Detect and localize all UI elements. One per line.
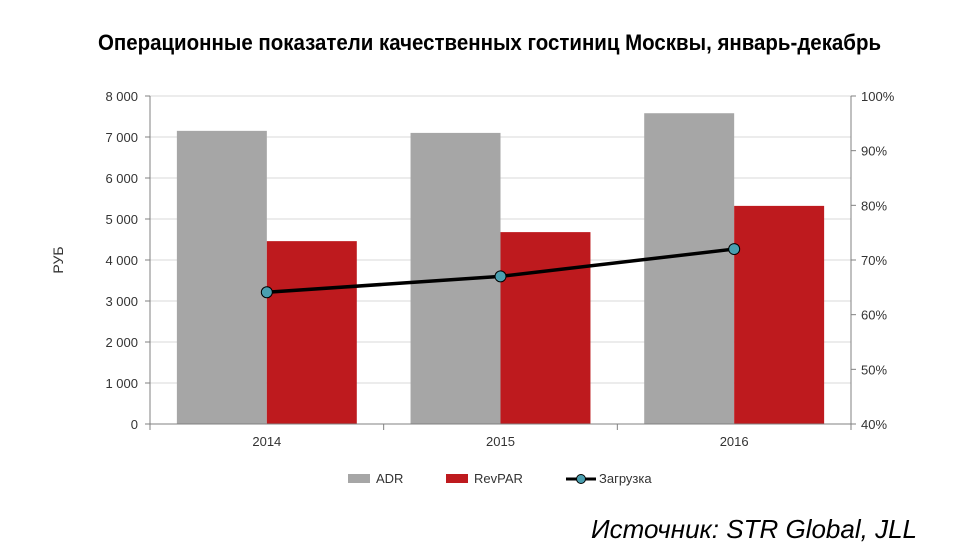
legend-label-revpar: RevPAR xyxy=(474,471,523,486)
x-tick-label: 2015 xyxy=(486,434,515,449)
y-tick-label: 1 000 xyxy=(105,376,138,391)
y-tick-label: 7 000 xyxy=(105,130,138,145)
legend-label-occupancy: Загрузка xyxy=(599,471,652,486)
bar-series xyxy=(176,113,825,424)
y-tick-label: 8 000 xyxy=(105,89,138,104)
y2-tick-label: 80% xyxy=(861,198,887,213)
legend-marker-occupancy xyxy=(576,474,586,484)
x-tick-label: 2014 xyxy=(252,434,281,449)
y-tick-label: 6 000 xyxy=(105,171,138,186)
legend-label-adr: ADR xyxy=(376,471,403,486)
y-tick-label: 2 000 xyxy=(105,335,138,350)
legend-swatch-revpar xyxy=(446,474,468,483)
occupancy-point-2014 xyxy=(260,286,273,299)
y2-tick-label: 90% xyxy=(861,144,887,159)
y-axis-right-ticks: 40% 50% 60% 70% 80% 90% 100% xyxy=(851,89,895,432)
occupancy-point-2015 xyxy=(494,270,507,283)
legend: ADR RevPAR Загрузка xyxy=(348,471,652,486)
source-note: Источник: STR Global, JLL xyxy=(591,514,917,544)
bar-revpar-2015 xyxy=(500,232,591,424)
y-tick-label: 4 000 xyxy=(105,253,138,268)
y2-tick-label: 70% xyxy=(861,253,887,268)
bar-adr-2014 xyxy=(176,130,267,424)
bar-revpar-2016 xyxy=(734,205,825,424)
y-tick-label: 3 000 xyxy=(105,294,138,309)
bar-revpar-2014 xyxy=(266,241,357,424)
x-axis-ticks: 2014 2015 2016 xyxy=(149,424,852,449)
y-tick-label: 5 000 xyxy=(105,212,138,227)
occupancy-line-series xyxy=(260,243,741,299)
y2-tick-label: 50% xyxy=(861,362,887,377)
occupancy-point-2016 xyxy=(728,243,741,256)
legend-swatch-adr xyxy=(348,474,370,483)
x-tick-label: 2016 xyxy=(720,434,749,449)
y2-tick-label: 40% xyxy=(861,417,887,432)
y2-tick-label: 60% xyxy=(861,308,887,323)
y-axis-label: РУБ xyxy=(50,246,66,273)
y-axis-left-ticks: 0 1 000 2 000 3 000 4 000 5 000 6 000 7 000 8 00… xyxy=(105,89,150,432)
y2-tick-label: 100% xyxy=(861,89,895,104)
bar-adr-2016 xyxy=(644,113,735,424)
y-tick-label: 0 xyxy=(131,417,138,432)
chart-title: Операционные показатели качественных гос… xyxy=(97,30,882,55)
